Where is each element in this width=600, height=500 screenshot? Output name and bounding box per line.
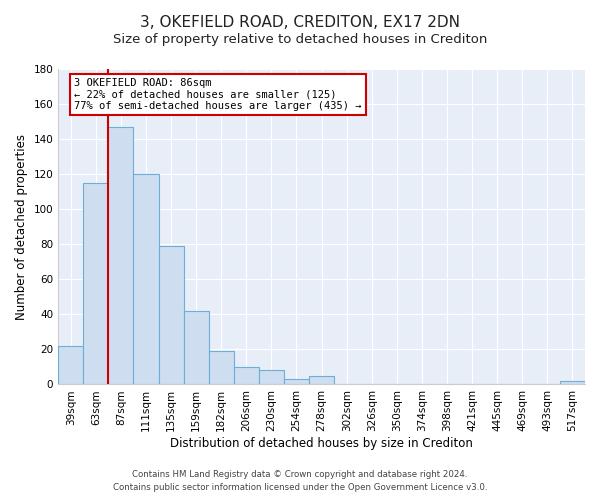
Bar (83, 183, 109, 384)
Text: Size of property relative to detached houses in Crediton: Size of property relative to detached ho… (113, 32, 487, 46)
Text: Contains HM Land Registry data © Crown copyright and database right 2024.
Contai: Contains HM Land Registry data © Crown c… (113, 470, 487, 492)
Bar (158, 246, 184, 384)
Bar (234, 367, 259, 384)
Bar (109, 127, 133, 384)
Bar (560, 381, 585, 384)
Y-axis label: Number of detached properties: Number of detached properties (15, 134, 28, 320)
Text: 3, OKEFIELD ROAD, CREDITON, EX17 2DN: 3, OKEFIELD ROAD, CREDITON, EX17 2DN (140, 15, 460, 30)
Text: 3 OKEFIELD ROAD: 86sqm
← 22% of detached houses are smaller (125)
77% of semi-de: 3 OKEFIELD ROAD: 86sqm ← 22% of detached… (74, 78, 362, 111)
X-axis label: Distribution of detached houses by size in Crediton: Distribution of detached houses by size … (170, 437, 473, 450)
Bar (58, 346, 83, 385)
Bar (284, 379, 309, 384)
Bar (209, 351, 234, 384)
Bar (184, 311, 209, 384)
Bar (259, 370, 284, 384)
Bar (133, 174, 158, 384)
Bar (309, 376, 334, 384)
